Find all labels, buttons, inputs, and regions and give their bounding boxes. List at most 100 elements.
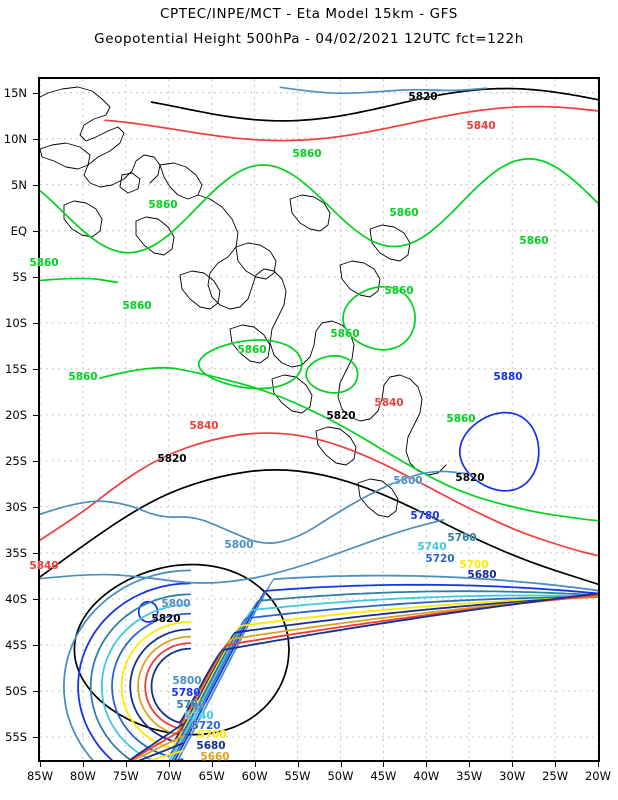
x-tick-mark	[168, 762, 170, 767]
map-plot-area	[38, 77, 600, 762]
y-tick-mark	[33, 322, 38, 324]
x-tick-mark	[555, 762, 557, 767]
y-tick-mark	[33, 276, 38, 278]
coastline-layer	[40, 86, 447, 518]
x-axis-label: 80W	[69, 769, 96, 783]
contour-label: 5880	[493, 371, 523, 384]
contour-label: 5700	[459, 559, 489, 572]
y-axis-label: EQ	[10, 223, 27, 238]
y-axis-label: 5S	[12, 269, 27, 284]
contour-label: 5860	[330, 328, 360, 341]
y-tick-mark	[33, 138, 38, 140]
contour-label: 5780	[410, 510, 440, 523]
contour-layer	[40, 86, 598, 760]
contour-label: 5680	[196, 740, 226, 753]
y-tick-mark	[33, 368, 38, 370]
y-tick-mark	[33, 506, 38, 508]
x-tick-mark	[469, 762, 471, 767]
contour-label: 5860	[148, 199, 178, 212]
contour-label: 5820	[151, 613, 181, 626]
figure-title-block: CPTEC/INPE/MCT - Eta Model 15km - GFS Ge…	[0, 0, 618, 47]
contour-label: 5720	[191, 720, 221, 733]
x-tick-mark	[512, 762, 514, 767]
contour-label: 5820	[455, 472, 485, 485]
x-axis-label: 35W	[456, 769, 483, 783]
y-tick-mark	[33, 460, 38, 462]
x-axis-label: 55W	[284, 769, 311, 783]
contour-label: 5820	[408, 91, 438, 104]
y-tick-mark	[33, 414, 38, 416]
x-axis-label: 85W	[26, 769, 54, 783]
x-axis-label: 25W	[542, 769, 569, 783]
contour-label: 5760	[176, 699, 206, 712]
x-tick-mark	[254, 762, 256, 767]
contour-label: 5740	[417, 541, 447, 554]
x-tick-mark	[297, 762, 299, 767]
x-axis-label: 20W	[584, 769, 612, 783]
x-tick-mark	[598, 762, 599, 767]
y-axis-label: 30S	[5, 499, 27, 514]
y-axis-label: 35S	[5, 545, 27, 560]
x-tick-mark	[125, 762, 127, 767]
y-tick-mark	[33, 645, 38, 646]
y-tick-mark	[33, 552, 38, 554]
contour-label: 5860	[389, 207, 419, 220]
x-tick-mark	[82, 762, 84, 767]
x-axis-label: 60W	[241, 769, 268, 783]
y-tick-mark	[33, 737, 38, 738]
title-line-model: CPTEC/INPE/MCT - Eta Model 15km - GFS	[160, 6, 458, 22]
contour-label: 5860	[29, 257, 59, 270]
y-axis-label: 15N	[3, 85, 27, 100]
x-axis-label: 70W	[155, 769, 182, 783]
contour-label: 5720	[425, 553, 455, 566]
contour-label: 5860	[68, 371, 98, 384]
contour-label: 5860	[384, 285, 414, 298]
contour-label: 5840	[374, 397, 404, 410]
x-tick-mark	[426, 762, 428, 767]
y-axis-label: 25S	[5, 453, 27, 468]
contour-label: 5740	[184, 710, 214, 723]
contour-label: 5800	[161, 598, 191, 611]
contour-label: 5860	[446, 413, 476, 426]
x-axis-label: 50W	[327, 769, 354, 783]
x-axis-label: 75W	[112, 769, 139, 783]
y-axis-label: 50S	[5, 684, 27, 698]
y-tick-mark	[33, 691, 38, 692]
y-axis-label: 45S	[5, 638, 27, 652]
contour-label: 5860	[292, 148, 322, 161]
contour-label: 5840	[466, 120, 496, 133]
contour-label: 5800	[224, 539, 254, 552]
x-tick-mark	[340, 762, 342, 767]
y-axis-label: 5N	[11, 177, 27, 192]
title-line-field: Geopotential Height 500hPa - 04/02/2021 …	[94, 31, 524, 47]
contour-label: 5840	[189, 420, 219, 433]
contour-label: 5820	[326, 410, 356, 423]
y-axis-label: 10N	[3, 131, 27, 146]
contour-label-anchor-layer	[40, 79, 598, 760]
contour-label: 5800	[172, 675, 202, 688]
y-tick-mark	[33, 599, 38, 600]
x-axis-label: 30W	[499, 769, 526, 783]
y-axis-label: 20S	[5, 407, 27, 422]
y-axis-label: 40S	[5, 592, 27, 606]
contour-label: 5860	[519, 235, 549, 248]
x-tick-mark	[40, 762, 41, 767]
y-tick-mark	[33, 92, 38, 94]
y-tick-mark	[33, 184, 38, 186]
y-axis-label: 10S	[5, 315, 27, 330]
contour-label: 5760	[447, 532, 477, 545]
contour-label: 5660	[200, 751, 230, 764]
y-axis-label: 55S	[5, 730, 27, 744]
contour-label: 5860	[237, 344, 267, 357]
contour-label: 5840	[29, 560, 59, 573]
contour-label: 5860	[122, 300, 152, 313]
x-axis-label: 65W	[198, 769, 225, 783]
contour-label: 5780	[171, 687, 201, 700]
y-axis-label: 15S	[5, 361, 27, 376]
contour-label: 5800	[393, 475, 423, 488]
contour-label: 5820	[157, 453, 187, 466]
x-tick-mark	[211, 762, 213, 767]
y-tick-mark	[33, 230, 38, 232]
contour-label: 5680	[467, 569, 497, 582]
